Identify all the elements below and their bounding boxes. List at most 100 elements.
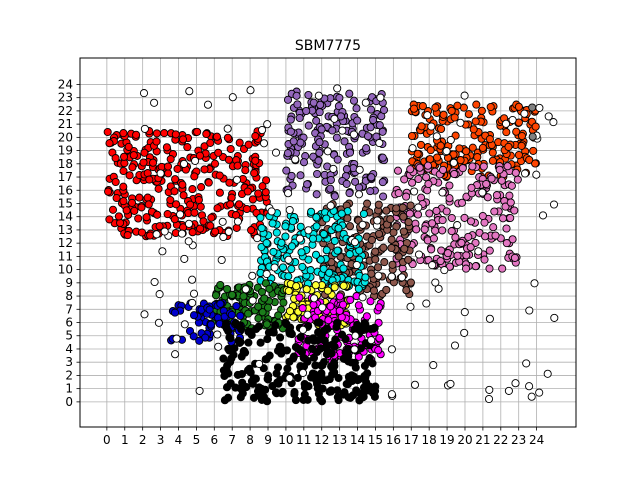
data-point — [498, 264, 507, 273]
data-point — [417, 122, 426, 131]
data-point — [210, 159, 220, 168]
data-point — [502, 128, 511, 137]
data-point — [406, 302, 415, 311]
data-point — [362, 312, 371, 321]
data-point — [225, 178, 234, 187]
data-point — [302, 285, 311, 294]
data-point — [316, 100, 325, 109]
data-point — [269, 328, 278, 337]
data-point — [248, 195, 257, 204]
data-point — [404, 255, 413, 264]
data-point — [189, 289, 199, 298]
data-point — [226, 200, 235, 209]
data-point — [334, 396, 343, 405]
data-point — [215, 188, 224, 197]
data-point — [481, 232, 490, 241]
data-point — [490, 207, 499, 216]
data-point — [296, 138, 305, 147]
data-point — [303, 180, 312, 189]
data-point — [212, 132, 222, 141]
data-point — [177, 229, 187, 238]
data-point — [108, 205, 118, 214]
data-point — [104, 187, 113, 196]
data-point — [248, 379, 257, 388]
data-point — [550, 313, 559, 322]
data-point — [358, 220, 367, 229]
data-point — [152, 137, 161, 146]
data-point — [153, 210, 162, 219]
data-point — [184, 219, 194, 228]
data-point — [196, 202, 205, 211]
data-point — [202, 129, 211, 139]
x-tick-label: 7 — [228, 433, 236, 447]
data-point — [360, 361, 369, 370]
data-point — [339, 354, 348, 363]
data-point — [247, 226, 256, 235]
data-point — [238, 389, 247, 398]
data-point — [367, 173, 376, 182]
data-point — [298, 325, 308, 334]
data-point — [267, 207, 276, 216]
data-point — [145, 175, 154, 184]
data-point — [286, 115, 295, 124]
data-point — [427, 122, 436, 131]
data-point — [334, 102, 343, 111]
data-point — [224, 227, 233, 236]
data-point — [220, 396, 229, 405]
data-point — [450, 169, 459, 179]
data-point — [195, 151, 205, 160]
data-point — [506, 198, 515, 207]
data-point — [200, 165, 209, 174]
data-point — [193, 127, 202, 136]
data-point — [180, 254, 189, 263]
y-tick-label: 2 — [65, 368, 73, 382]
data-point — [119, 182, 128, 191]
data-point — [330, 114, 339, 123]
data-point — [324, 316, 333, 325]
data-point — [258, 182, 267, 191]
data-point — [251, 132, 260, 141]
data-point — [256, 338, 265, 347]
data-point — [319, 358, 329, 367]
data-point — [351, 331, 360, 340]
data-point — [244, 338, 253, 347]
data-point — [375, 138, 384, 148]
data-point — [360, 372, 369, 381]
y-tick-label: 10 — [58, 263, 73, 277]
y-tick-label: 19 — [58, 144, 73, 158]
data-point — [232, 301, 241, 311]
data-point — [237, 325, 246, 334]
data-point — [382, 206, 391, 215]
data-point — [160, 129, 169, 138]
data-point — [228, 93, 237, 102]
data-point — [366, 123, 375, 132]
y-tick-label: 0 — [65, 395, 73, 409]
data-point — [335, 292, 344, 301]
data-point — [304, 226, 313, 235]
data-point — [308, 369, 317, 378]
data-point — [330, 236, 339, 245]
x-tick-label: 8 — [246, 433, 254, 447]
data-point — [155, 222, 164, 231]
data-point — [251, 156, 260, 165]
data-point — [163, 210, 172, 219]
data-point — [261, 188, 270, 197]
data-point — [434, 284, 443, 293]
data-point — [207, 213, 216, 222]
x-tick-label: 15 — [368, 433, 383, 447]
data-point — [424, 179, 433, 189]
x-tick-label: 20 — [457, 433, 472, 447]
data-point — [314, 91, 323, 100]
data-point — [186, 200, 195, 209]
data-point — [211, 227, 220, 236]
data-point — [322, 214, 331, 223]
data-point — [400, 175, 409, 184]
data-point — [188, 298, 197, 307]
data-point — [353, 116, 362, 125]
data-point — [352, 104, 361, 113]
data-point — [233, 161, 242, 170]
data-point — [199, 217, 208, 226]
data-point — [367, 336, 376, 345]
data-point — [483, 193, 492, 202]
data-point — [317, 125, 326, 134]
